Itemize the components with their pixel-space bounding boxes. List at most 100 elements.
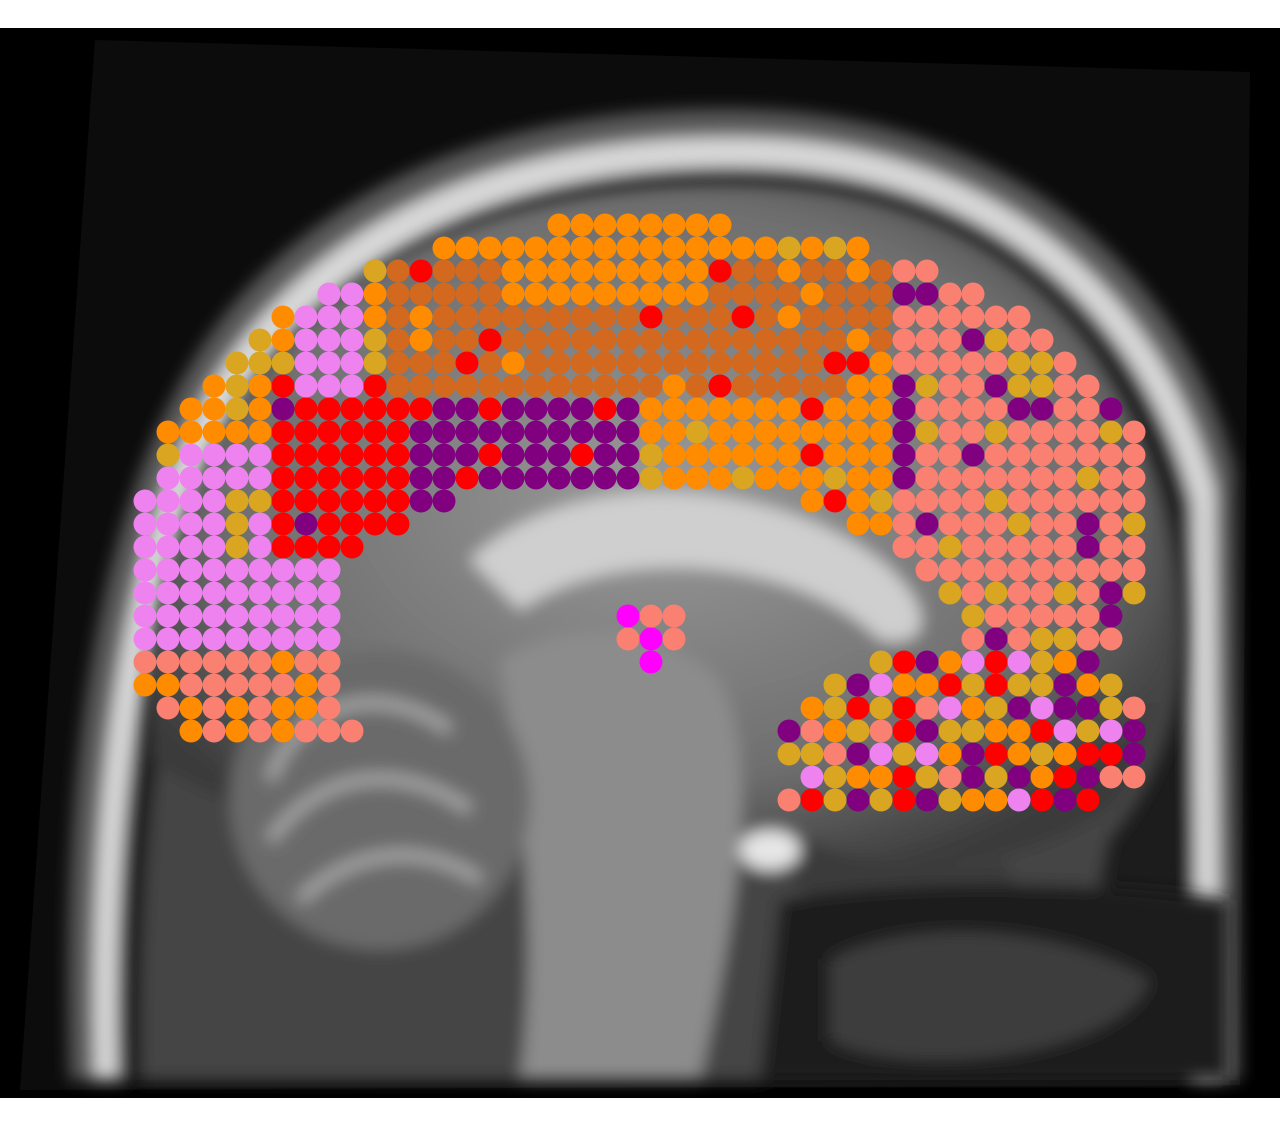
activation-dot [248,719,272,743]
activation-dot [1053,581,1077,605]
activation-dot [386,466,410,490]
activation-dot [225,604,249,628]
activation-dot [156,443,180,467]
activation-dot [662,443,686,467]
activation-dot [455,236,479,260]
activation-dot [294,535,318,559]
activation-dot [731,420,755,444]
activation-dot [432,374,456,398]
activation-dot [685,236,709,260]
activation-dot [800,788,824,812]
activation-dot [455,328,479,352]
activation-dot [1099,742,1123,766]
activation-dot [363,305,387,329]
activation-dot [1053,397,1077,421]
activation-dot [1099,673,1123,697]
activation-dot [616,305,640,329]
activation-dot [524,305,548,329]
activation-dot [179,535,203,559]
activation-dot [846,765,870,789]
activation-dot [1053,512,1077,536]
activation-dot [639,604,663,628]
activation-dot [478,282,502,306]
activation-dot [915,328,939,352]
activation-dot [938,696,962,720]
activation-dot [409,466,433,490]
activation-dot [1007,696,1031,720]
activation-dot [892,374,916,398]
activation-dot [869,489,893,513]
activation-dot [547,443,571,467]
activation-dot [271,351,295,375]
activation-dot [892,420,916,444]
activation-dot [294,512,318,536]
activation-dot [1122,512,1146,536]
activation-dot [271,328,295,352]
activation-dot [202,443,226,467]
activation-dot [823,719,847,743]
activation-dot [363,512,387,536]
activation-dot [593,305,617,329]
activation-dot [294,604,318,628]
activation-dot [984,558,1008,582]
activation-dot [432,351,456,375]
activation-dot [409,489,433,513]
activation-dot [294,351,318,375]
activation-dot [340,328,364,352]
activation-dot [846,374,870,398]
activation-dot [570,443,594,467]
activation-dot [685,259,709,283]
activation-dot [639,627,663,651]
activation-dot [225,650,249,674]
activation-dot [938,788,962,812]
activation-dot [593,236,617,260]
activation-dot [1030,581,1054,605]
activation-dot [1030,719,1054,743]
activation-dot [340,351,364,375]
activation-dot [984,604,1008,628]
activation-dot [685,466,709,490]
activation-dot [938,305,962,329]
activation-dot [455,305,479,329]
activation-dot [478,374,502,398]
activation-dot [133,535,157,559]
activation-dot [915,673,939,697]
activation-dot [294,627,318,651]
activation-dot [248,581,272,605]
activation-dot [823,236,847,260]
activation-dot [271,420,295,444]
activation-dot [1053,374,1077,398]
activation-dot [869,742,893,766]
activation-dot [294,558,318,582]
activation-dot [179,489,203,513]
activation-dot [938,374,962,398]
activation-dot [179,466,203,490]
activation-dot [1053,627,1077,651]
activation-dot [616,443,640,467]
activation-dot [294,374,318,398]
activation-dot [616,397,640,421]
activation-dot [1099,581,1123,605]
activation-dot [1053,535,1077,559]
activation-dot [202,489,226,513]
activation-dot [800,765,824,789]
activation-dot [317,351,341,375]
activation-dot [524,420,548,444]
activation-dot [1007,305,1031,329]
activation-dot [432,305,456,329]
activation-dot [547,259,571,283]
activation-dot [386,351,410,375]
activation-dot [501,397,525,421]
activation-dot [248,535,272,559]
activation-dot [294,305,318,329]
activation-dot [294,673,318,697]
activation-dot [1007,765,1031,789]
activation-dot [1076,420,1100,444]
activation-dot [1007,466,1031,490]
activation-dot [524,466,548,490]
activation-dot [317,512,341,536]
activation-dot [892,742,916,766]
activation-dot [202,673,226,697]
activation-dot [915,420,939,444]
activation-dot [869,420,893,444]
